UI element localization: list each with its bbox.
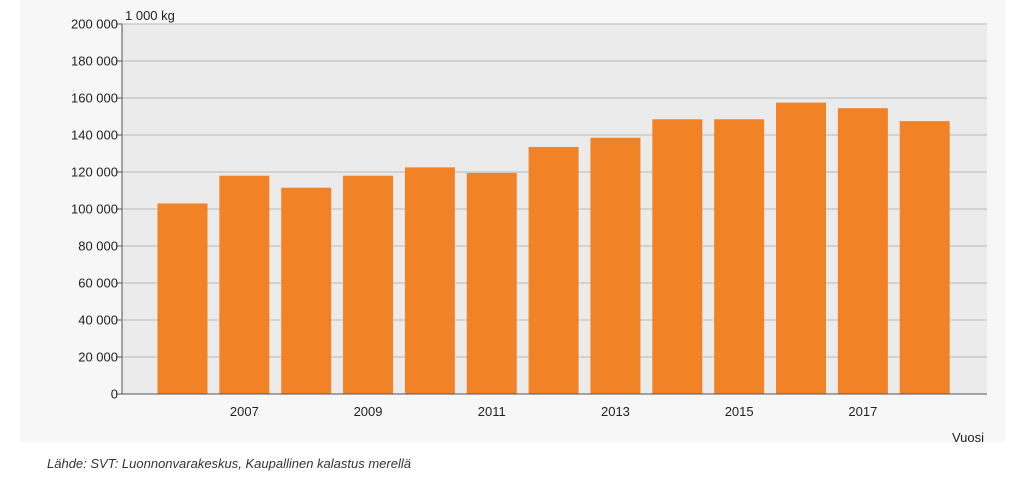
unit-label: 1 000 kg: [125, 8, 175, 23]
x-tick-label: 2013: [601, 404, 630, 419]
bar-2008: [281, 187, 332, 394]
bar-2011: [466, 172, 517, 394]
x-tick-label: 2011: [478, 404, 506, 419]
bar-2018: [899, 121, 950, 394]
y-tick-label: 140 000: [71, 128, 118, 143]
y-tick-label: 80 000: [78, 239, 118, 254]
x-axis: 2007 2009 2011 2013 2015 2017: [122, 393, 987, 419]
y-tick-label: 60 000: [78, 276, 118, 291]
y-tick-label: 160 000: [71, 91, 118, 106]
y-tick-label: 180 000: [71, 54, 118, 69]
bar-2010: [404, 167, 455, 394]
y-axis: 0 20 000 40 000 60 000 80 000 100 000 120 000 1…: [71, 17, 123, 402]
bar-2009: [343, 175, 394, 394]
x-tick-label: 2007: [230, 404, 259, 419]
x-tick-label: 2015: [725, 404, 754, 419]
bar-2014: [652, 119, 703, 395]
y-tick-label: 120 000: [71, 165, 118, 180]
bar-2012: [528, 147, 579, 394]
x-tick-label: 2009: [354, 404, 383, 419]
y-tick-label: 200 000: [71, 17, 118, 32]
source-note: Lähde: SVT: Luonnonvarakeskus, Kaupallin…: [47, 456, 411, 471]
bar-2013: [590, 137, 641, 394]
bar-2006: [157, 203, 208, 394]
bar-2007: [219, 175, 270, 394]
y-tick-label: 0: [111, 387, 118, 402]
bar-2017: [837, 108, 888, 395]
y-tick-label: 100 000: [71, 202, 118, 217]
bars: [157, 102, 950, 395]
y-tick-label: 20 000: [78, 350, 118, 365]
x-axis-title: Vuosi: [952, 430, 984, 445]
bar-2015: [714, 119, 765, 395]
x-tick-label: 2017: [848, 404, 877, 419]
bar-2016: [776, 102, 826, 394]
y-tick-label: 40 000: [78, 313, 118, 328]
